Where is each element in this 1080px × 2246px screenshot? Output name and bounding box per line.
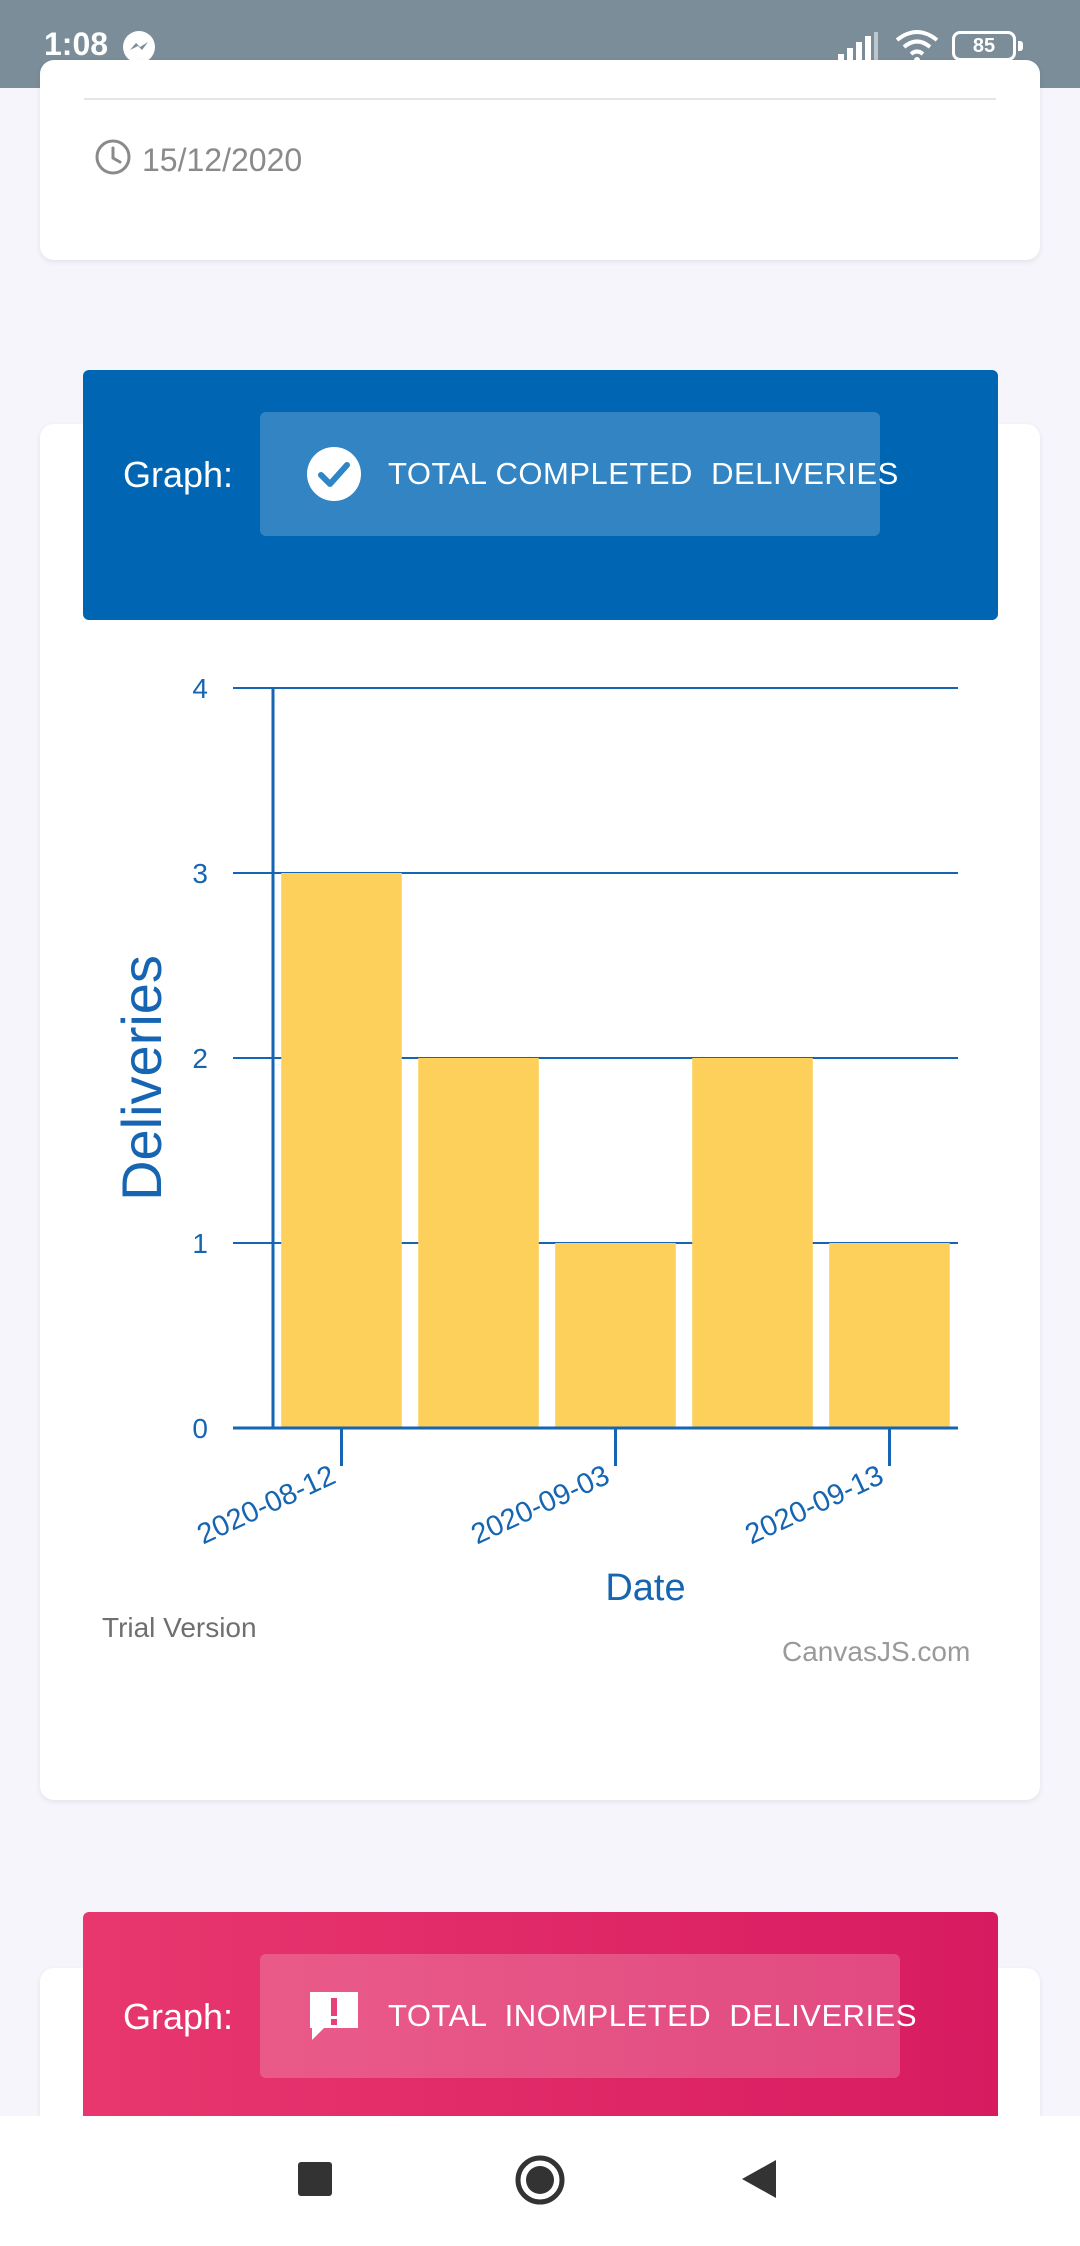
messenger-icon [123, 31, 155, 63]
chip-title: TOTAL COMPLETED DELIVERIES [388, 456, 899, 491]
y-axis-title: Deliveries [110, 955, 173, 1201]
y-tick-label: 1 [192, 1228, 208, 1259]
y-tick-label: 3 [192, 858, 208, 889]
clock-icon [95, 139, 131, 175]
home-icon[interactable] [514, 2154, 566, 2206]
signal-icon [838, 32, 878, 62]
incomplete-deliveries-chip[interactable]: TOTAL INOMPLETED DELIVERIES [260, 1954, 917, 2078]
chip-title: TOTAL INOMPLETED DELIVERIES [388, 1998, 917, 2033]
graph-label: Graph: [123, 1996, 234, 2037]
battery-icon: 85 [952, 31, 1023, 61]
recent-apps-icon[interactable] [298, 2162, 332, 2196]
divider [84, 98, 996, 100]
bar [692, 1058, 813, 1428]
completed-graph-header: Graph: TOTAL COMPLETED DELIVERIES [83, 370, 998, 620]
trial-version-watermark: Trial Version [102, 1612, 257, 1643]
alert-message-icon [310, 1992, 358, 2040]
completed-deliveries-chip[interactable]: TOTAL COMPLETED DELIVERIES [260, 412, 898, 536]
graph-label: Graph: [123, 454, 234, 495]
navigation-bar [0, 2116, 1080, 2246]
bar [555, 1243, 676, 1428]
status-time: 1:08 [44, 26, 109, 62]
x-tick-label: 2020-09-13 [740, 1459, 888, 1551]
x-tick-label: 2020-08-12 [192, 1459, 340, 1551]
completed-deliveries-card [40, 424, 1040, 1800]
back-icon[interactable] [740, 2158, 778, 2200]
y-tick-label: 0 [192, 1413, 208, 1444]
x-axis-title: Date [605, 1567, 685, 1609]
deliveries-bar-chart: 0 1 2 3 4 2020-08-12 2020-09-03 2020-09-13 Date D… [110, 673, 958, 1609]
delivery-date: 15/12/2020 [142, 142, 303, 178]
check-circle-icon [307, 447, 361, 501]
bar [829, 1243, 950, 1428]
y-tick-label: 4 [192, 673, 208, 704]
x-tick-label: 2020-09-03 [466, 1459, 614, 1551]
canvasjs-credit-link[interactable]: CanvasJS.com [782, 1636, 971, 1667]
bar [281, 873, 402, 1428]
y-tick-label: 2 [192, 1043, 208, 1074]
delivery-info-card: 15/12/2020 [40, 60, 1040, 260]
bar [418, 1058, 539, 1428]
wifi-icon [895, 30, 939, 63]
battery-level: 85 [972, 35, 996, 57]
